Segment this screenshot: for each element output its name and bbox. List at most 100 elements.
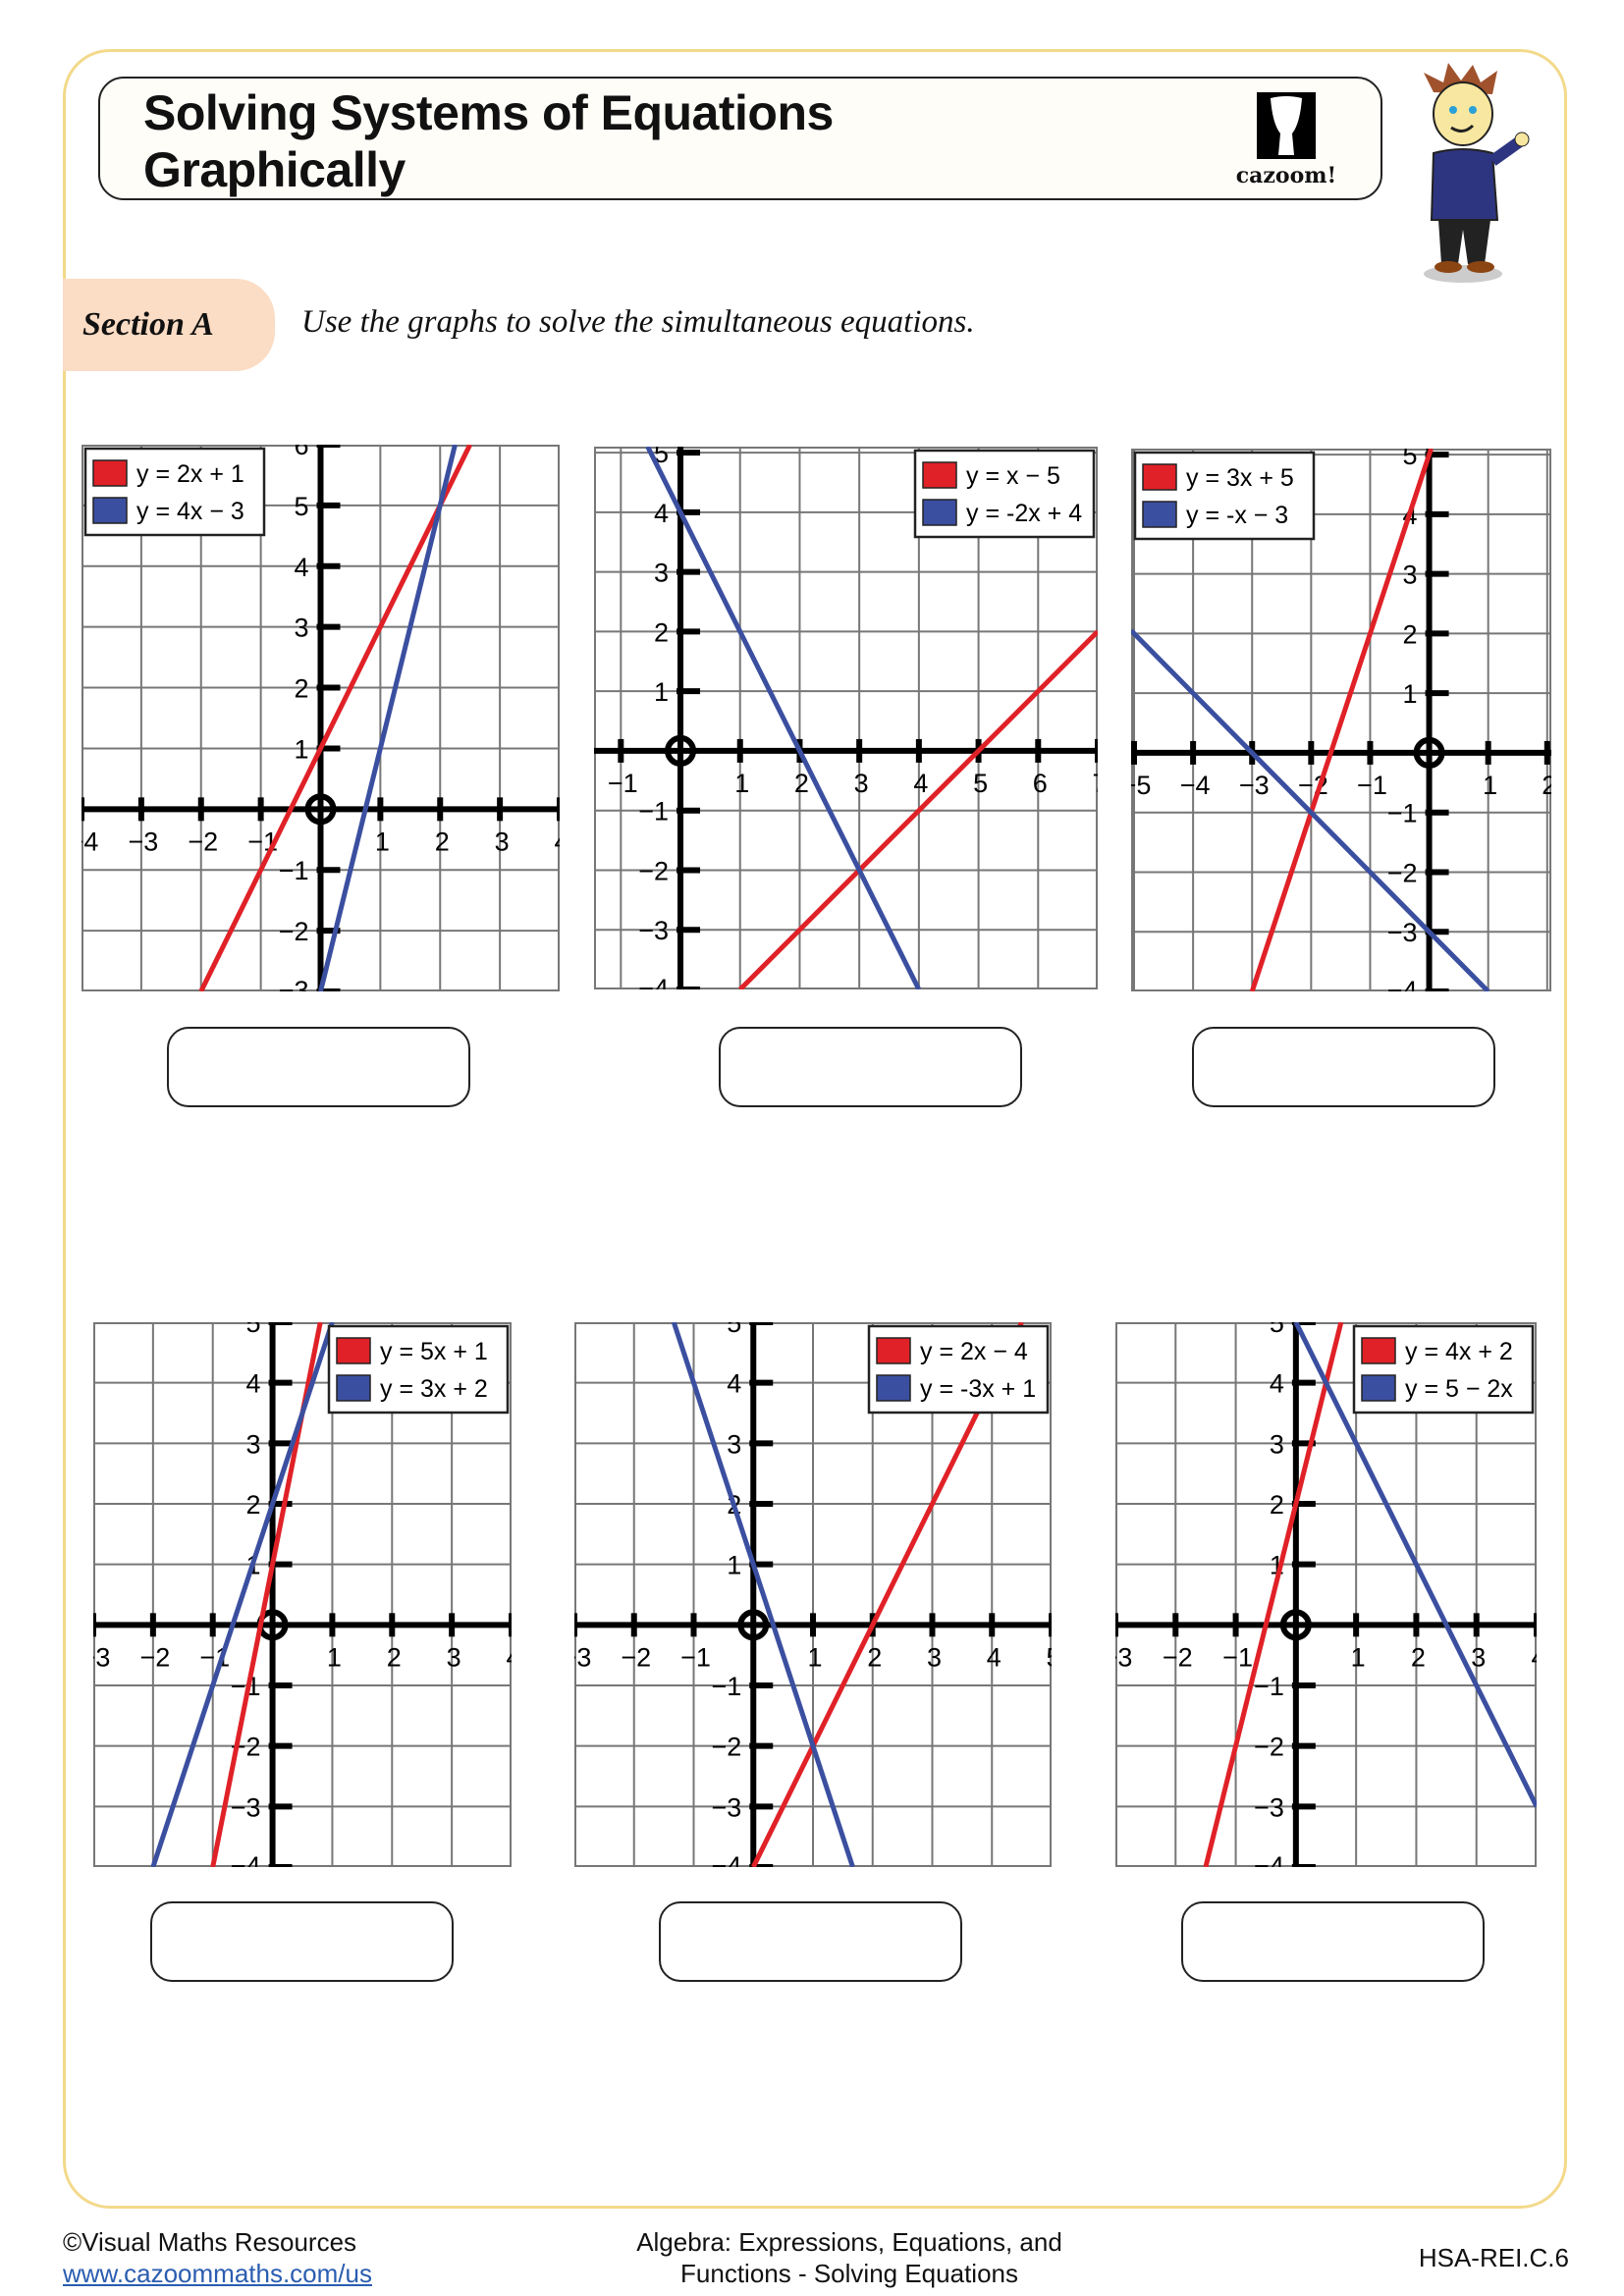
y-tick-label: −3 bbox=[231, 1792, 261, 1822]
x-tick-label: −2 bbox=[188, 827, 218, 856]
x-tick-label: 1 bbox=[1351, 1642, 1366, 1672]
line-blue bbox=[150, 1322, 335, 1867]
y-tick-label: −3 bbox=[711, 1792, 741, 1822]
y-tick-label: 5 bbox=[727, 1322, 741, 1338]
x-tick-label: 4 bbox=[987, 1642, 1001, 1672]
legend-label: y = 3x + 2 bbox=[380, 1375, 488, 1403]
x-tick-label: 4 bbox=[554, 827, 560, 856]
x-tick-label: −4 bbox=[81, 827, 98, 856]
y-tick-label: 5 bbox=[1270, 1322, 1284, 1338]
line-red bbox=[737, 629, 1098, 989]
line-red bbox=[1249, 449, 1434, 991]
x-tick-label: 2 bbox=[1411, 1642, 1426, 1672]
x-tick-label: −1 bbox=[1357, 771, 1387, 800]
y-tick-label: −4 bbox=[231, 1851, 261, 1867]
x-tick-label: 4 bbox=[913, 769, 928, 798]
line-blue bbox=[1293, 1322, 1537, 1808]
legend-swatch-red bbox=[922, 461, 957, 489]
answer-box-3[interactable] bbox=[1192, 1027, 1495, 1107]
x-tick-label: −3 bbox=[574, 1642, 591, 1672]
y-tick-label: −1 bbox=[638, 797, 669, 827]
x-tick-label: −1 bbox=[608, 769, 638, 798]
cazoom-logo: cazoom! bbox=[1236, 92, 1336, 188]
y-tick-label: −3 bbox=[1254, 1792, 1284, 1822]
instructions: Use the graphs to solve the simultaneous… bbox=[301, 304, 975, 340]
line-red bbox=[1203, 1322, 1344, 1867]
legend-swatch-red bbox=[876, 1337, 911, 1364]
x-tick-label: 1 bbox=[734, 769, 749, 798]
y-tick-label: 5 bbox=[294, 492, 308, 521]
x-tick-label: 5 bbox=[1046, 1642, 1052, 1672]
x-tick-label: 2 bbox=[867, 1642, 882, 1672]
x-tick-label: −3 bbox=[1115, 1642, 1132, 1672]
topic-line-1: Algebra: Expressions, Equations, and bbox=[636, 2227, 1062, 2257]
y-tick-label: −2 bbox=[711, 1733, 741, 1762]
website-link[interactable]: www.cazoommaths.com/us bbox=[63, 2259, 372, 2288]
x-tick-label: −3 bbox=[128, 827, 158, 856]
x-tick-label: −1 bbox=[1222, 1642, 1253, 1672]
y-tick-label: 2 bbox=[294, 674, 308, 704]
x-tick-label: 5 bbox=[973, 769, 988, 798]
y-tick-label: 4 bbox=[294, 553, 308, 582]
y-tick-label: 1 bbox=[727, 1551, 741, 1580]
legend-swatch-blue bbox=[1361, 1374, 1396, 1402]
x-tick-label: 3 bbox=[495, 827, 510, 856]
answer-box-5[interactable] bbox=[659, 1901, 962, 1982]
legend-label: y = 5 − 2x bbox=[1405, 1375, 1513, 1403]
y-tick-label: −4 bbox=[638, 974, 669, 989]
legend-swatch-blue bbox=[922, 499, 957, 526]
legend-label: y = 3x + 5 bbox=[1186, 464, 1294, 492]
footer-left: ©Visual Maths Resources www.cazoommaths.… bbox=[63, 2226, 372, 2289]
y-tick-label: −3 bbox=[638, 916, 669, 945]
section-label-text: Section A bbox=[82, 306, 214, 343]
answer-box-4[interactable] bbox=[150, 1901, 454, 1982]
x-tick-label: 1 bbox=[807, 1642, 822, 1672]
legend-label: y = 2x − 4 bbox=[920, 1338, 1028, 1365]
y-tick-label: −2 bbox=[638, 856, 669, 885]
y-tick-label: −4 bbox=[1254, 1851, 1284, 1867]
y-tick-label: 1 bbox=[654, 677, 669, 707]
y-tick-label: −1 bbox=[279, 856, 309, 885]
legend-label: y = 5x + 1 bbox=[380, 1338, 488, 1365]
y-tick-label: 3 bbox=[294, 614, 308, 643]
y-tick-label: −1 bbox=[1254, 1672, 1284, 1701]
x-tick-label: 2 bbox=[1542, 771, 1551, 800]
page-title: Solving Systems of Equations Graphically bbox=[143, 84, 834, 198]
answer-box-6[interactable] bbox=[1181, 1901, 1485, 1982]
origin-marker bbox=[1279, 1609, 1312, 1641]
copyright: ©Visual Maths Resources bbox=[63, 2227, 357, 2257]
legend-swatch-blue bbox=[336, 1374, 371, 1402]
section-label: Section A bbox=[63, 279, 275, 371]
y-tick-label: 4 bbox=[727, 1369, 741, 1399]
legend-label: y = x − 5 bbox=[966, 462, 1060, 490]
y-tick-label: −2 bbox=[279, 917, 309, 946]
y-tick-label: −2 bbox=[1387, 858, 1418, 887]
origin-marker bbox=[737, 1609, 770, 1641]
legend-swatch-blue bbox=[876, 1374, 911, 1402]
legend-label: y = -3x + 1 bbox=[920, 1375, 1036, 1403]
y-tick-label: 3 bbox=[1270, 1429, 1284, 1459]
x-tick-label: 2 bbox=[435, 827, 450, 856]
y-tick-label: −2 bbox=[1254, 1733, 1284, 1762]
x-tick-label: 2 bbox=[794, 769, 809, 798]
y-tick-label: 3 bbox=[1403, 561, 1418, 590]
line-red bbox=[198, 445, 472, 991]
line-blue bbox=[645, 447, 922, 989]
answer-box-1[interactable] bbox=[167, 1027, 470, 1107]
legend-swatch-red bbox=[1361, 1337, 1396, 1364]
y-tick-label: −4 bbox=[1387, 976, 1418, 991]
legend-swatch-red bbox=[92, 459, 128, 487]
x-tick-label: 1 bbox=[375, 827, 390, 856]
y-tick-label: 3 bbox=[654, 559, 669, 588]
legend-label: y = 4x + 2 bbox=[1405, 1338, 1513, 1365]
y-tick-label: 6 bbox=[294, 445, 308, 460]
line-blue bbox=[671, 1322, 855, 1867]
y-tick-label: 2 bbox=[1270, 1490, 1284, 1520]
title-banner: Solving Systems of Equations Graphically… bbox=[98, 77, 1382, 200]
y-tick-label: 4 bbox=[1270, 1369, 1284, 1399]
answer-box-2[interactable] bbox=[719, 1027, 1022, 1107]
legend-swatch-red bbox=[1142, 463, 1177, 491]
